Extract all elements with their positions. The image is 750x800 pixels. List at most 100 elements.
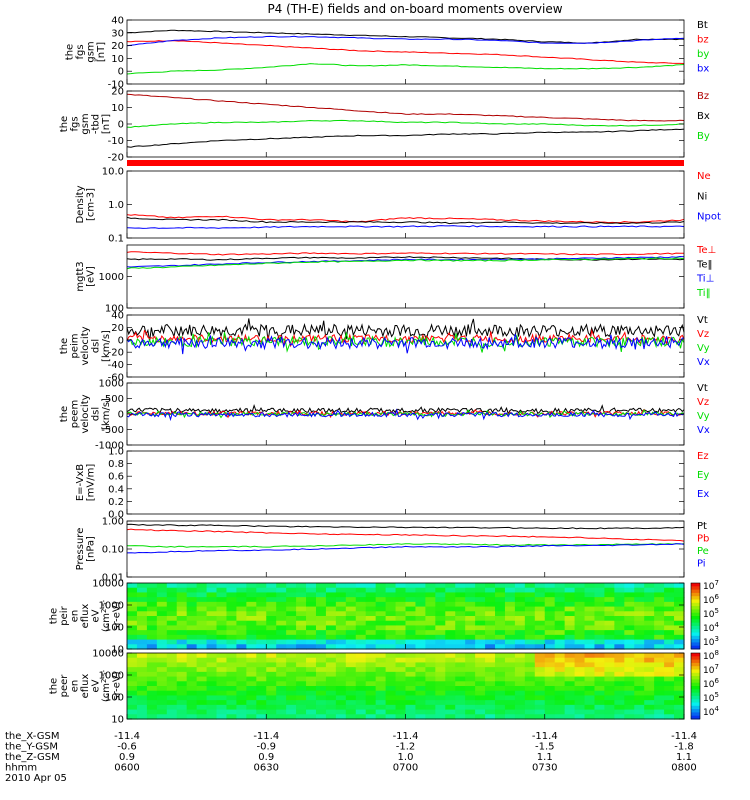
time-axis-row-label: the_Z-GSM xyxy=(5,752,60,763)
heatmap-cell xyxy=(226,611,238,617)
y-tick-label: -1000 xyxy=(95,441,124,452)
heatmap-cell xyxy=(206,644,218,650)
heatmap-cell xyxy=(524,653,536,659)
heatmap-cell xyxy=(176,587,188,594)
heatmap-cell xyxy=(306,625,317,631)
heatmap-cell xyxy=(514,695,526,701)
heatmap-cell xyxy=(196,592,208,598)
heatmap-cell xyxy=(196,634,208,641)
heatmap-cell xyxy=(127,620,138,627)
heatmap-cell xyxy=(216,583,228,589)
heatmap-cell xyxy=(554,662,566,668)
heatmap-cell xyxy=(614,630,625,636)
heatmap-cell xyxy=(654,606,665,612)
heatmap-cell xyxy=(196,681,208,687)
heatmap-cell xyxy=(564,704,576,711)
heatmap-cell xyxy=(604,587,615,594)
heatmap-cell xyxy=(306,676,317,682)
heatmap-cell xyxy=(296,611,307,617)
series-line-Vt xyxy=(126,318,685,344)
heatmap-cell xyxy=(286,695,297,701)
heatmap-cell xyxy=(385,611,397,617)
heatmap-cell xyxy=(335,704,347,711)
heatmap-cell xyxy=(166,681,178,687)
heatmap-cell xyxy=(614,634,625,641)
heatmap-cell xyxy=(475,634,486,641)
heatmap-cell xyxy=(176,709,188,715)
heatmap-cell xyxy=(395,667,407,673)
colorbar-label: 107 xyxy=(703,663,719,676)
heatmap-cell xyxy=(226,597,238,603)
heatmap-cell xyxy=(445,704,456,711)
heatmap-cell xyxy=(594,606,606,612)
heatmap-cell xyxy=(206,700,218,706)
colorbar-segment xyxy=(691,622,700,627)
heatmap-cell xyxy=(634,592,645,598)
heatmap-cell xyxy=(166,686,178,692)
heatmap-cell xyxy=(236,704,247,711)
heatmap-cell xyxy=(186,597,198,603)
heatmap-cell xyxy=(266,700,277,706)
heatmap-cell xyxy=(176,644,188,650)
heatmap-cell xyxy=(584,690,596,697)
heatmap-cell xyxy=(276,611,287,617)
heatmap-cell xyxy=(365,714,377,720)
heatmap-cell xyxy=(186,704,198,711)
heatmap-cell xyxy=(674,681,685,687)
heatmap-cell xyxy=(156,695,168,701)
heatmap-cell xyxy=(664,639,675,645)
heatmap-cell xyxy=(544,639,556,645)
heatmap-cell xyxy=(226,606,238,612)
heatmap-cell xyxy=(246,601,257,608)
heatmap-cell xyxy=(544,587,556,594)
heatmap-cell xyxy=(296,676,307,682)
heatmap-cell xyxy=(315,714,327,720)
heatmap-cell xyxy=(127,630,138,636)
heatmap-cell xyxy=(604,690,615,697)
y-axis-label: the xyxy=(49,678,60,694)
heatmap-cell xyxy=(246,700,257,706)
heatmap-cell xyxy=(435,606,446,612)
heatmap-cell xyxy=(594,686,606,692)
heatmap-cell xyxy=(485,686,496,692)
y-tick-label: 0 xyxy=(118,67,124,78)
heatmap-cell xyxy=(614,709,625,715)
heatmap-cell xyxy=(236,611,247,617)
colorbar-segment xyxy=(691,679,700,684)
y-axis-label: the xyxy=(59,116,70,132)
heatmap-cell xyxy=(355,639,367,645)
heatmap-cell xyxy=(614,657,625,664)
heatmap-cell xyxy=(355,695,367,701)
colorbar-segment xyxy=(691,689,700,694)
heatmap-cell xyxy=(395,681,407,687)
heatmap-cell xyxy=(146,625,158,631)
heatmap-cell xyxy=(256,620,267,627)
heatmap-cell xyxy=(465,620,476,627)
heatmap-cell xyxy=(524,625,536,631)
heatmap-cell xyxy=(166,671,178,678)
heatmap-cell xyxy=(435,690,446,697)
heatmap-cell xyxy=(136,634,148,641)
heatmap-cell xyxy=(544,662,556,668)
heatmap-cell xyxy=(266,639,277,645)
heatmap-cell xyxy=(156,709,168,715)
heatmap-cell xyxy=(206,620,218,627)
heatmap-cell xyxy=(166,709,178,715)
heatmap-cell xyxy=(624,667,635,673)
heatmap-cell xyxy=(206,606,218,612)
heatmap-cell xyxy=(296,695,307,701)
colorbar-segment xyxy=(691,715,700,720)
series-line-Npot xyxy=(126,225,685,229)
heatmap-cell xyxy=(296,681,307,687)
plot-title: P4 (TH-E) fields and on-board moments ov… xyxy=(267,2,562,16)
heatmap-cell xyxy=(286,587,297,594)
heatmap-cell xyxy=(554,601,566,608)
heatmap-cell xyxy=(514,587,526,594)
y-axis-label: [nT] xyxy=(101,114,112,134)
heatmap-cell xyxy=(624,686,635,692)
heatmap-cell xyxy=(534,709,546,715)
heatmap-cell xyxy=(664,611,675,617)
heatmap-cell xyxy=(544,616,556,622)
